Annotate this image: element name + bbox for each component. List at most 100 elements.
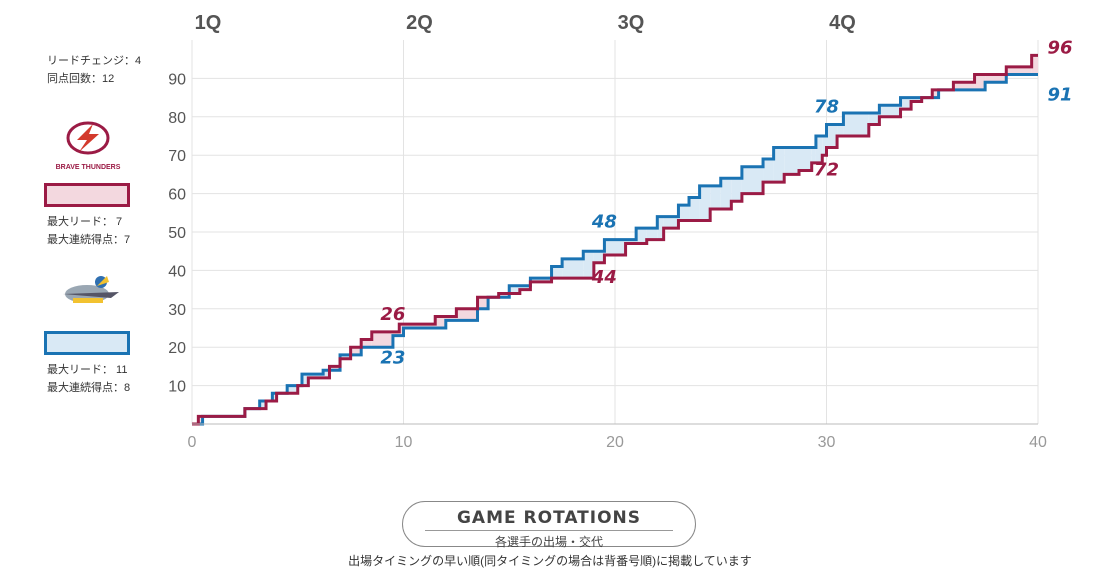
- team1-lead-area: [985, 74, 1007, 83]
- team2-lead-area: [519, 285, 531, 290]
- team2-lead-area: [308, 374, 324, 378]
- team1-lead-area: [371, 331, 393, 348]
- y-tick-label: 40: [168, 263, 186, 280]
- x-tick-label: 20: [606, 434, 624, 451]
- y-tick-label: 50: [168, 225, 186, 242]
- divider: [425, 530, 673, 531]
- y-tick-label: 90: [168, 71, 186, 88]
- team2-lead-area: [741, 166, 764, 194]
- team2-legend-box: [44, 331, 130, 355]
- team2-lead-area: [879, 105, 901, 117]
- y-tick-label: 70: [168, 148, 186, 165]
- team2-lead-area: [843, 112, 869, 136]
- team1-logo-text: BRAVE THUNDERS: [56, 164, 121, 171]
- team1-lead-area: [350, 347, 362, 355]
- team2-lead-area: [710, 185, 721, 209]
- team1-lead-area: [1006, 66, 1032, 75]
- team2-lead-area: [604, 239, 626, 256]
- quarter-label: 4Q: [829, 12, 856, 34]
- team2-lead-area: [815, 136, 823, 163]
- team2-lead-area: [689, 197, 700, 221]
- grid: [191, 40, 1039, 424]
- team2-lead-area: [646, 228, 658, 240]
- team1-legend-box: [44, 183, 130, 207]
- team1-lead-area: [456, 308, 478, 321]
- team1-lead-area: [445, 316, 457, 321]
- team2-lead-area: [340, 354, 351, 359]
- team2-score-label: 78: [814, 96, 839, 117]
- game-rotations-title: GAME ROTATIONS: [456, 508, 642, 528]
- lead-changes: リードチェンジ：4: [47, 55, 142, 67]
- team2-lead-area: [822, 136, 827, 156]
- score-flow-chart: 10 20 30 40 50 60 70 80 90 0 10 20 30 40 1Q 2Q 3Q 4Q 26 44…: [168, 12, 1072, 451]
- team2-lead-area: [784, 147, 800, 175]
- quarter-label: 2Q: [406, 12, 433, 34]
- team2-lead-area: [323, 370, 330, 378]
- team2-lead-area: [551, 266, 563, 279]
- score-lines: [192, 53, 1038, 426]
- team2-lead-area: [509, 285, 520, 294]
- team2-lead-area: [826, 124, 838, 148]
- team2-final-score: 91: [1047, 85, 1072, 106]
- team2-lead-area: [583, 251, 594, 279]
- team1-max-lead: 最大リード： 7: [47, 216, 123, 228]
- team1-lead-area: [361, 339, 372, 348]
- team1-lead-area: [392, 331, 400, 336]
- team2-lead-area: [763, 159, 774, 183]
- team1-final-score: 96: [1047, 37, 1072, 58]
- team1-score-label: 26: [380, 304, 405, 325]
- team1-lead-area: [329, 366, 341, 371]
- team2-lead-area: [625, 239, 637, 244]
- team2-lead-area: [720, 178, 732, 209]
- team2-max-run: 最大連続得点：8: [47, 382, 131, 394]
- team2-lead-area: [773, 147, 785, 183]
- x-tick-label: 0: [188, 434, 197, 451]
- quarter-label: 3Q: [618, 12, 645, 34]
- team1-lead-area: [477, 297, 489, 309]
- team1-lead-area: [932, 89, 939, 98]
- game-rotations-subtitle: 各選手の出場・交代: [494, 535, 603, 549]
- team2-lead-area: [663, 216, 679, 229]
- team1-score-label: 44: [591, 267, 617, 288]
- team2-lead-area: [699, 185, 711, 221]
- team2-lead-area: [272, 393, 277, 401]
- team2-lead-area: [731, 178, 742, 202]
- team2-score-label: 48: [591, 212, 617, 233]
- y-tick-label: 60: [168, 187, 186, 204]
- team1-logo: BRAVE THUNDERS: [55, 118, 121, 174]
- team2-lead-area: [301, 374, 309, 386]
- team1-lead-area: [198, 416, 203, 424]
- team2-lead-area: [593, 251, 605, 263]
- rotation-note: 出場タイミングの早い順(同タイミングの場合は背番号順)に掲載しています: [348, 554, 752, 568]
- team2-lead-area: [562, 258, 584, 279]
- team2-lead-area: [900, 97, 912, 110]
- y-tick-label: 80: [168, 110, 186, 127]
- team2-lead-area: [287, 385, 298, 394]
- x-tick-label: 10: [395, 434, 413, 451]
- team2-logo: [55, 272, 125, 312]
- game-rotations-button[interactable]: GAME ROTATIONS 各選手の出場・交代: [402, 501, 696, 549]
- team1-score-label: 72: [814, 160, 839, 181]
- lead-fills: [198, 55, 1038, 424]
- team1-lead-area: [399, 324, 404, 336]
- team2-lead-area: [799, 147, 812, 171]
- team1-lead-area: [403, 324, 436, 328]
- team1-lead-area: [435, 316, 446, 328]
- team2-lead-area: [811, 147, 816, 163]
- team2-lead-area: [678, 205, 690, 221]
- y-tick-label: 10: [168, 379, 186, 396]
- x-tick-label: 30: [818, 434, 836, 451]
- team1-lead-area: [498, 293, 510, 298]
- team1-score-line: [192, 53, 1038, 426]
- team2-lead-area: [868, 112, 880, 125]
- team2-lead-area: [530, 278, 552, 282]
- y-tick-label: 30: [168, 302, 186, 319]
- ties-count: 同点回数：12: [47, 73, 115, 85]
- quarter-label: 1Q: [195, 12, 222, 34]
- x-tick-label: 40: [1029, 434, 1047, 451]
- axes: 10 20 30 40 50 60 70 80 90 0 10 20 30 40 1Q 2Q 3Q 4Q: [168, 12, 1047, 451]
- team2-max-lead: 最大リード： 11: [47, 364, 128, 376]
- team2-score-line: [192, 73, 1038, 426]
- y-tick-label: 20: [168, 340, 186, 357]
- team2-lead-area: [259, 400, 267, 409]
